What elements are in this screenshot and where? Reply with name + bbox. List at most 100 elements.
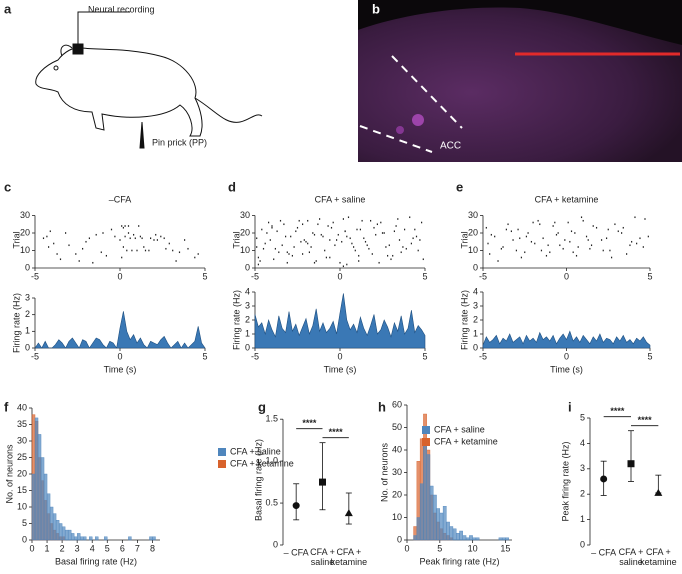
- panel-letter: c: [4, 179, 11, 194]
- spike: [269, 239, 271, 241]
- legend-label: CFA + ketamine: [434, 436, 498, 446]
- spike: [552, 225, 554, 227]
- marker: [292, 502, 300, 510]
- x-tick-label: 0: [564, 351, 569, 361]
- spike: [163, 237, 165, 240]
- y-tick-label: 2: [580, 489, 585, 499]
- y-tick-label: 0.5: [265, 497, 278, 507]
- spike: [400, 251, 402, 254]
- spike: [517, 228, 519, 231]
- y-tick-label: 4: [580, 438, 585, 448]
- spike: [409, 216, 411, 219]
- histogram-bar: [40, 457, 45, 541]
- spike: [257, 263, 259, 266]
- spike: [175, 260, 177, 262]
- histogram-bar: [498, 537, 503, 541]
- x-tick-label: 5: [647, 271, 652, 281]
- spike: [160, 235, 162, 238]
- x-tick-label: CFA + saline: [310, 547, 335, 567]
- spike: [361, 219, 363, 222]
- spike: [502, 246, 504, 248]
- histogram-bar: [426, 454, 431, 541]
- panel-letter: f: [4, 399, 9, 414]
- spike: [617, 230, 619, 233]
- y-tick-label: 10: [392, 512, 402, 522]
- spike: [187, 247, 189, 250]
- histogram-bar: [505, 537, 509, 541]
- spike: [534, 242, 536, 245]
- spike: [575, 254, 578, 257]
- spike: [262, 247, 265, 250]
- y-tick-label: 0: [245, 342, 250, 352]
- spike: [610, 256, 613, 259]
- x-tick-label: -5: [251, 351, 259, 361]
- spike: [68, 244, 70, 247]
- histogram-bar: [442, 506, 447, 541]
- y-tick-label: 10: [17, 501, 27, 511]
- x-tick-label: 1: [45, 543, 50, 553]
- histogram-bar: [104, 536, 108, 541]
- x-tick-label: 0: [564, 271, 569, 281]
- x-tick-label: -5: [479, 351, 487, 361]
- spike: [310, 246, 312, 248]
- x-tick-label: 15: [500, 543, 510, 553]
- y-tick-label: 5: [22, 518, 27, 528]
- spike: [525, 235, 528, 238]
- spike: [259, 260, 261, 262]
- spike: [421, 221, 423, 224]
- y-tick-label: 2: [245, 314, 250, 324]
- spike: [308, 251, 310, 254]
- spike: [126, 249, 128, 252]
- spike: [347, 216, 350, 219]
- spike: [138, 225, 140, 227]
- spike: [184, 239, 186, 241]
- y-tick-label: 1: [473, 328, 478, 338]
- y-tick-label: 40: [17, 402, 27, 412]
- region-label: ACC: [440, 141, 461, 152]
- histogram-bar: [49, 506, 54, 541]
- chart: i 0 1 2 3 4 5 Peak firing rate (Hz) – CFA CFA + sa…: [560, 399, 676, 567]
- x-tick-label: 5: [105, 543, 110, 553]
- legend-label: CFA + saline: [230, 446, 281, 456]
- y-tick-label: 10: [240, 245, 250, 255]
- spike: [545, 254, 548, 257]
- spike: [131, 249, 133, 252]
- spike: [121, 256, 123, 259]
- spike: [261, 228, 263, 231]
- spike: [539, 223, 541, 226]
- spike: [286, 261, 288, 264]
- histogram-bar: [423, 445, 427, 541]
- spike: [489, 253, 491, 255]
- spike: [291, 254, 293, 257]
- spike: [324, 249, 326, 252]
- spike: [353, 246, 355, 248]
- spike: [351, 242, 353, 245]
- spike: [127, 232, 130, 234]
- spike: [271, 226, 273, 229]
- y-tick-label: 15: [17, 485, 27, 495]
- spike: [178, 251, 181, 254]
- spike: [317, 223, 319, 226]
- spike: [376, 223, 378, 226]
- marker: [344, 509, 353, 517]
- spike: [105, 254, 107, 257]
- x-tick-label: – CFA: [591, 547, 616, 557]
- spike: [273, 258, 275, 261]
- y-tick-label: 3: [580, 463, 585, 473]
- x-tick-label: 0: [117, 271, 122, 281]
- chart-title: CFA + ketamine: [535, 194, 599, 204]
- spike: [359, 228, 361, 231]
- x-axis-label: Peak firing rate (Hz): [419, 556, 499, 566]
- spike: [172, 249, 174, 252]
- spike: [155, 233, 157, 236]
- x-tick-label: 0: [404, 543, 409, 553]
- spike: [133, 233, 135, 236]
- histogram-bar: [46, 493, 51, 541]
- spike: [153, 239, 155, 241]
- x-tick-label: 0: [337, 271, 342, 281]
- spike: [644, 218, 646, 220]
- spike: [636, 242, 638, 245]
- marker: [319, 478, 326, 486]
- spike: [605, 237, 608, 240]
